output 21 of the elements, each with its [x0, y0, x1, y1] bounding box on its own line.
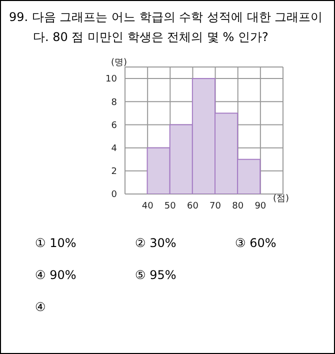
text: ④	[35, 300, 47, 314]
y-tick-label: 10	[106, 74, 118, 85]
chart-title: 99. 다음 그래프는 어느 학급의 수학 성적에 대한 그래프이다. 80 점 미만인 학생은 전체의 몇 % 인가?	[9, 10, 323, 44]
x-tick-label: 40	[142, 201, 154, 212]
y-tick-label: 0	[111, 190, 118, 200]
y-axis-title: (명)	[110, 58, 128, 68]
text: ② 30%	[135, 236, 178, 250]
x-axis-title: (점)	[273, 194, 290, 204]
y-tick-label: 8	[111, 98, 118, 108]
y-tick-label: 2	[111, 167, 117, 178]
x-tick-label: 60	[186, 201, 199, 212]
x-tick-label: 50	[164, 201, 176, 212]
text: ③ 60%	[235, 236, 278, 250]
text: ① 10%	[35, 236, 78, 250]
text: ⑤ 95%	[135, 268, 178, 282]
y-tick-label: 4	[111, 144, 118, 154]
y-tick-label: 6	[111, 120, 118, 131]
x-tick-label: 80	[232, 201, 244, 212]
x-tick-label: 90	[254, 201, 266, 212]
text: ④ 90%	[35, 268, 78, 282]
x-tick-label: 70	[210, 201, 222, 212]
